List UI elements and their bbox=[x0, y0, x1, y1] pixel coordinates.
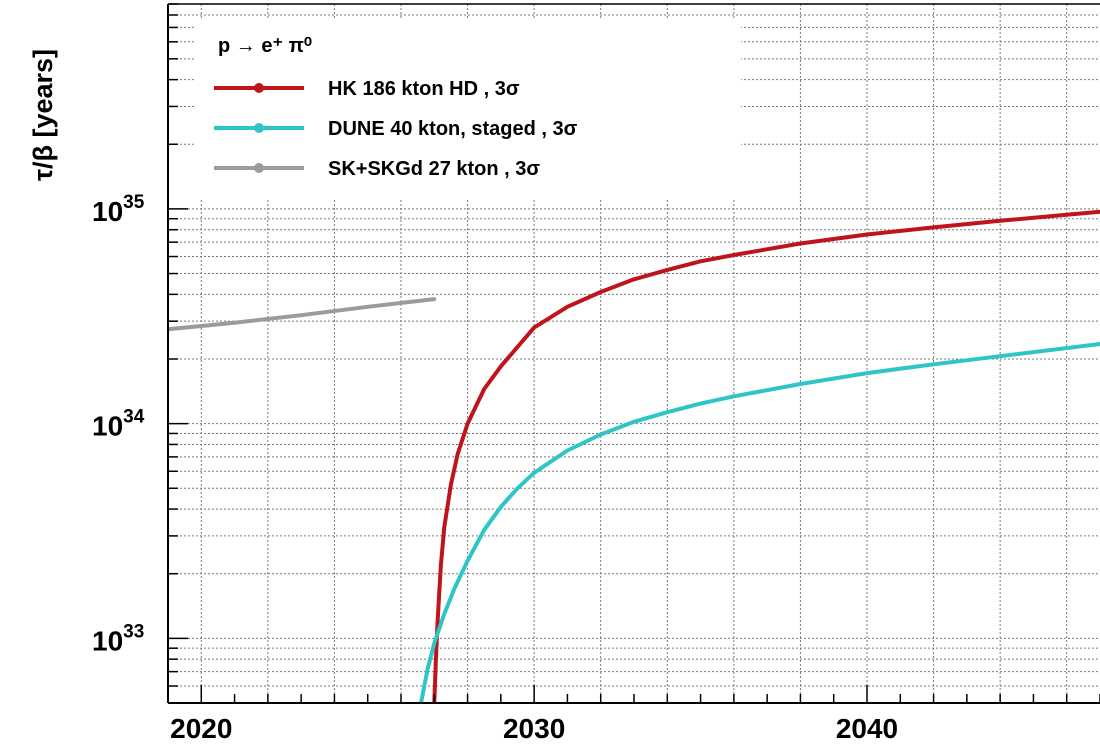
series-line-1 bbox=[432, 209, 1100, 703]
y-axis-label: τ/β [years] bbox=[28, 49, 58, 181]
legend-swatch-marker bbox=[254, 163, 264, 173]
legend-title: p → e⁺ π⁰ bbox=[218, 35, 312, 57]
x-tick-label: 2020 bbox=[170, 713, 232, 744]
ticks: 2020 2030 2040 1033 1034 1035 bbox=[92, 3, 1100, 744]
legend-swatch-marker bbox=[254, 123, 264, 133]
series-layer bbox=[168, 209, 1100, 703]
y-tick-label: 1033 bbox=[92, 621, 144, 656]
x-tick-label: 2030 bbox=[503, 713, 565, 744]
legend-entry-label: DUNE 40 kton, staged , 3σ bbox=[328, 118, 578, 140]
series-line-3 bbox=[168, 297, 437, 332]
series-line-2 bbox=[419, 342, 1100, 703]
legend: p → e⁺ π⁰ HK 186 kton HD , 3σ DUNE 40 kton… bbox=[196, 20, 741, 198]
y-tick-label: 1035 bbox=[92, 192, 145, 227]
x-tick-label: 2040 bbox=[836, 713, 898, 744]
legend-swatch-marker bbox=[254, 83, 264, 93]
legend-entry-label: SK+SKGd 27 kton , 3σ bbox=[328, 158, 540, 180]
y-tick-label: 1034 bbox=[92, 407, 145, 442]
legend-entry-label: HK 186 kton HD , 3σ bbox=[328, 78, 520, 100]
